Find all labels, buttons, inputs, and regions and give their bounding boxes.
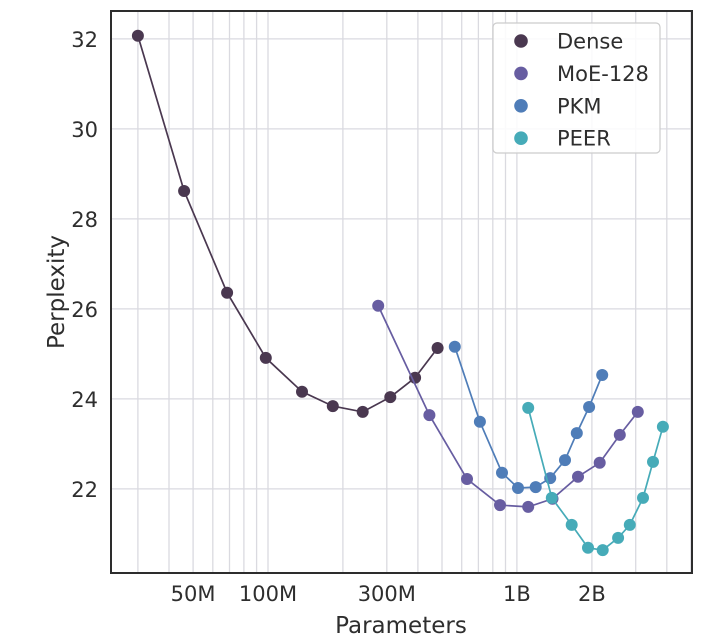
legend-marker-MoE-128: [514, 66, 528, 81]
x-axis-label: Parameters: [335, 613, 467, 639]
data-point-MoE-128: [494, 499, 506, 512]
legend-label-PEER: PEER: [557, 127, 611, 151]
series-line-MoE-128: [377, 305, 639, 508]
legend-label-PKM: PKM: [557, 94, 602, 118]
data-point-PKM: [559, 454, 571, 467]
legend-label-MoE-128: MoE-128: [557, 62, 649, 86]
y-tick-label: 28: [71, 208, 98, 232]
data-point-PEER: [647, 455, 659, 468]
data-point-PEER: [637, 491, 649, 504]
data-point-Dense: [431, 342, 444, 354]
data-point-PKM: [570, 427, 583, 440]
data-point-Dense: [296, 385, 308, 398]
legend-box: [492, 22, 661, 154]
x-tick-label: 2B: [578, 582, 606, 606]
series-line-Dense: [137, 35, 439, 413]
legend-marker-PKM: [514, 99, 528, 113]
data-point-Dense: [131, 29, 144, 42]
data-point-Dense: [384, 391, 397, 404]
data-point-PEER: [623, 518, 636, 531]
data-point-MoE-128: [613, 428, 626, 441]
axis-label-layer: Parameters Perplexity: [44, 235, 467, 639]
data-point-Dense: [356, 405, 369, 418]
data-point-PEER: [522, 401, 535, 414]
data-point-PKM: [512, 482, 524, 494]
data-point-PEER: [545, 491, 558, 504]
data-point-PKM: [596, 369, 609, 381]
y-tick-label: 30: [71, 118, 98, 142]
data-point-MoE-128: [631, 405, 644, 418]
y-tick-label: 32: [71, 28, 98, 52]
plot-border: [110, 10, 693, 574]
data-point-Dense: [326, 400, 339, 413]
data-point-Dense: [259, 351, 272, 364]
grid-layer: [111, 11, 692, 573]
data-point-PEER: [582, 541, 594, 554]
y-tick-label: 22: [71, 478, 98, 502]
x-tick-label: 100M: [239, 582, 297, 606]
y-axis-label: Perplexity: [44, 235, 70, 349]
data-point-MoE-128: [372, 299, 385, 312]
legend: Dense MoE-128 PKM PEER: [492, 22, 661, 154]
data-point-PKM: [448, 340, 461, 353]
x-tick-label: 300M: [358, 582, 416, 606]
series-line-PEER: [527, 407, 664, 551]
data-point-MoE-128: [423, 409, 436, 422]
spine-layer: [110, 10, 693, 574]
data-point-MoE-128: [572, 470, 584, 483]
data-point-PEER: [565, 518, 578, 531]
data-point-PKM: [473, 415, 486, 428]
tick-layer: 50M 100M 300M 1B 2B 22 24 26 28 30 32: [71, 28, 606, 606]
y-tick-label: 26: [71, 298, 98, 322]
data-point-Dense: [221, 286, 234, 299]
data-point-PEER: [612, 531, 625, 544]
x-tick-label: 1B: [503, 582, 531, 606]
y-tick-label: 24: [71, 388, 98, 412]
data-point-PKM: [583, 401, 596, 413]
data-point-PEER: [656, 420, 669, 433]
series-line-PKM: [453, 346, 603, 489]
series-layer: [131, 29, 669, 557]
data-point-Dense: [178, 185, 191, 197]
data-point-PKM: [529, 481, 542, 494]
x-tick-label: 50M: [171, 582, 216, 606]
data-point-PKM: [496, 466, 508, 479]
data-point-MoE-128: [461, 473, 473, 485]
legend-label-Dense: Dense: [557, 30, 623, 54]
legend-marker-Dense: [514, 34, 528, 48]
data-point-MoE-128: [522, 500, 535, 513]
data-point-Dense: [409, 371, 422, 384]
legend-marker-PEER: [514, 131, 528, 145]
data-point-MoE-128: [593, 456, 606, 469]
data-point-PEER: [596, 544, 609, 557]
